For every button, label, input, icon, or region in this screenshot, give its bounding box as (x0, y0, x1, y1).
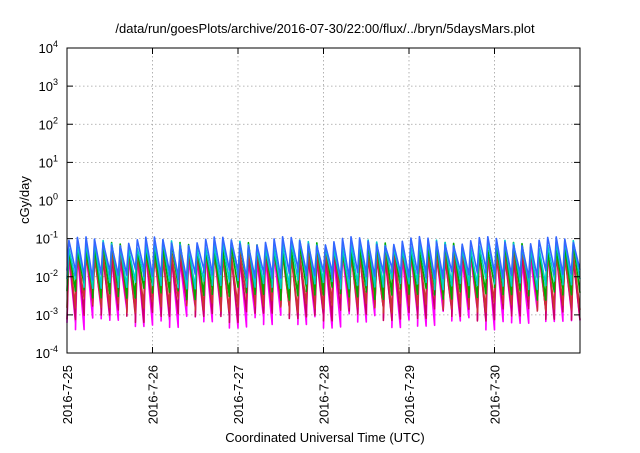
y-tick-base: 10 (39, 194, 53, 209)
chart-title: /data/run/goesPlots/archive/2016-07-30/2… (115, 21, 535, 36)
series-line (66, 235, 581, 281)
x-tick-label: 2016-7-26 (146, 365, 161, 424)
y-tick-base: 10 (39, 117, 53, 132)
y-tick-exponent: 1 (53, 153, 58, 163)
y-tick-label: 102 (39, 115, 58, 132)
x-tick-label: 2016-7-28 (317, 365, 332, 424)
x-tick-label: 2016-7-30 (488, 365, 503, 424)
y-tick-exponent: -4 (50, 344, 58, 354)
y-tick-exponent: -2 (50, 268, 58, 278)
y-tick-base: 10 (39, 41, 53, 56)
y-axis-label: cGy/day (17, 176, 32, 224)
y-tick-label: 10-4 (36, 344, 58, 361)
y-tick-label: 101 (39, 153, 58, 170)
y-tick-exponent: 2 (53, 115, 58, 125)
y-tick-base: 10 (39, 155, 53, 170)
y-tick-exponent: 3 (53, 77, 58, 87)
y-tick-label: 10-3 (36, 306, 58, 323)
series-line (66, 248, 581, 324)
y-tick-base: 10 (39, 79, 53, 94)
x-tick-label: 2016-7-29 (402, 365, 417, 424)
y-tick-base: 10 (36, 346, 50, 361)
y-tick-label: 10-2 (36, 268, 58, 285)
x-tick-label: 2016-7-27 (231, 365, 246, 424)
y-tick-exponent: -3 (50, 306, 58, 316)
x-tick-label: 2016-7-25 (60, 365, 75, 424)
series-line (66, 246, 581, 314)
y-tick-label: 10-1 (36, 230, 58, 247)
y-tick-exponent: -1 (50, 230, 58, 240)
y-tick-label: 100 (39, 192, 58, 209)
y-tick-base: 10 (36, 232, 50, 247)
y-tick-label: 104 (39, 39, 58, 56)
y-tick-exponent: 4 (53, 39, 58, 49)
y-tick-base: 10 (36, 270, 50, 285)
series-line (66, 250, 581, 331)
series-group (66, 235, 581, 331)
y-tick-base: 10 (36, 308, 50, 323)
x-axis-label: Coordinated Universal Time (UTC) (225, 430, 424, 445)
y-tick-label: 103 (39, 77, 58, 94)
x-axis: 2016-7-25 2016-7-26 2016-7-27 2016-7-28 2016… (60, 48, 503, 424)
y-tick-exponent: 0 (53, 192, 58, 202)
series-line (66, 241, 581, 301)
